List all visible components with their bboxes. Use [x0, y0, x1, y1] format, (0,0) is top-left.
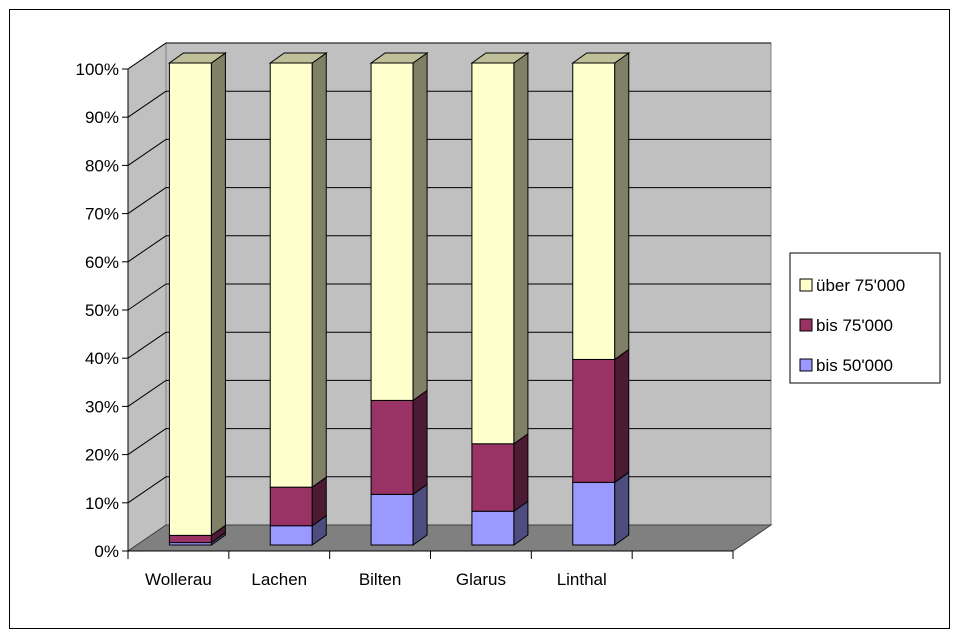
- bar-front: [168, 534, 212, 544]
- bar-front: [269, 62, 313, 488]
- bar-top: [167, 52, 227, 64]
- bar-front: [168, 62, 212, 536]
- x-tick-label: Glarus: [456, 570, 506, 589]
- x-tick-label: Wollerau: [145, 570, 212, 589]
- bar-front: [269, 486, 313, 527]
- gridline-side: [127, 90, 167, 118]
- legend-swatch: [799, 318, 813, 332]
- bar-front: [370, 62, 414, 401]
- gridline-side: [127, 283, 167, 311]
- y-tick-label: 100%: [76, 60, 119, 79]
- x-tick-label: Linthal: [557, 570, 607, 589]
- gridline-side: [127, 331, 167, 359]
- bar-top: [571, 52, 631, 64]
- y-tick-label: 70%: [85, 205, 119, 224]
- bar-side: [311, 52, 327, 489]
- bar-front: [572, 481, 616, 546]
- bar-side: [614, 471, 630, 546]
- y-tick-label: 50%: [85, 301, 119, 320]
- legend-label: bis 75'000: [816, 316, 893, 335]
- bar-side: [412, 389, 428, 496]
- gridline-side: [127, 187, 167, 215]
- bar-front: [572, 62, 616, 360]
- x-tick-label: Bilten: [359, 570, 402, 589]
- bar-top: [268, 52, 328, 64]
- bar-side: [614, 52, 630, 361]
- bar-side: [210, 52, 226, 537]
- bar-front: [572, 358, 616, 483]
- bar-top: [369, 52, 429, 64]
- y-tick-label: 80%: [85, 156, 119, 175]
- gridline-side: [127, 42, 167, 70]
- bar-front: [471, 510, 515, 546]
- gridline-side: [127, 476, 167, 504]
- bar-side: [513, 432, 529, 513]
- legend-label: bis 50'000: [816, 356, 893, 375]
- y-tick-label: 40%: [85, 349, 119, 368]
- legend-swatch: [799, 358, 813, 372]
- bar-front: [269, 525, 313, 546]
- gridline-side: [127, 379, 167, 407]
- bar-front: [471, 443, 515, 512]
- y-tick-label: 30%: [85, 397, 119, 416]
- gridline-side: [127, 235, 167, 263]
- bar-front: [370, 399, 414, 495]
- gridline-side: [127, 138, 167, 166]
- legend-swatch: [799, 278, 813, 292]
- gridline-side: [127, 428, 167, 456]
- y-tick-label: 60%: [85, 253, 119, 272]
- bar-side: [412, 52, 428, 402]
- bar-front: [471, 62, 515, 445]
- y-tick-label: 20%: [85, 446, 119, 465]
- bar-side: [513, 52, 529, 445]
- bar-front: [370, 493, 414, 546]
- bar-top: [470, 52, 530, 64]
- legend: [789, 252, 941, 384]
- x-tick-label: Lachen: [251, 570, 307, 589]
- legend-label: über 75'000: [816, 276, 905, 295]
- y-tick-label: 10%: [85, 494, 119, 513]
- y-tick-label: 0%: [94, 542, 119, 561]
- bar-side: [614, 348, 630, 484]
- y-tick-label: 90%: [85, 108, 119, 127]
